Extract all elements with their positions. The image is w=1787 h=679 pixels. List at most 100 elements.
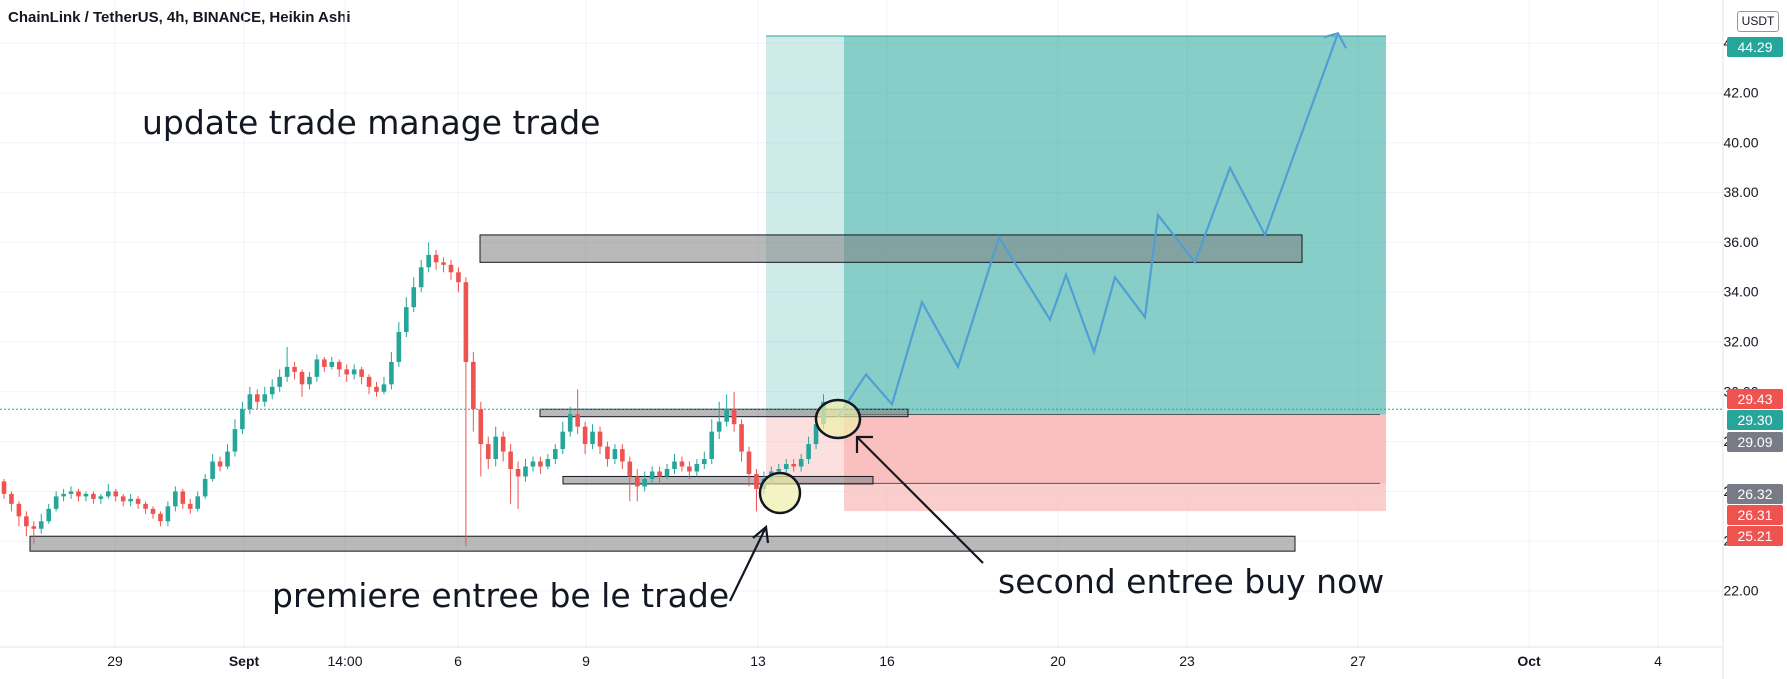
candle-body: [471, 361, 476, 410]
candle-body: [627, 461, 633, 477]
time-axis: 29 Sept 14:00 6 9 13 16 20 23 27 Oct 4: [107, 653, 1662, 669]
candle-body: [53, 496, 59, 509]
candle-body: [232, 429, 238, 452]
price-tag: [1727, 505, 1783, 525]
candle-body: [135, 498, 141, 504]
x-tick-label: 27: [1350, 653, 1366, 669]
candle-body: [813, 424, 819, 445]
candle-body: [776, 468, 782, 472]
candle-body: [225, 451, 230, 467]
candle-body: [292, 366, 297, 372]
candle-body: [746, 451, 752, 474]
x-tick-label: 29: [107, 653, 123, 669]
candle-body: [448, 264, 454, 273]
price-tag-label: 25.21: [1737, 528, 1772, 544]
title-note: update trade manage trade: [142, 103, 600, 142]
candle-body: [553, 449, 558, 460]
second-entry-arrow: [855, 435, 984, 564]
x-tick-label: 20: [1050, 653, 1066, 669]
second-entry-circle: [814, 398, 862, 440]
candle-body: [702, 459, 707, 465]
candle-body: [605, 446, 610, 460]
candle-body: [560, 431, 566, 450]
currency-badge[interactable]: USDT: [1737, 11, 1779, 32]
first-entry-arrow: [729, 524, 770, 602]
candle-body: [98, 496, 104, 499]
price-tag: [1727, 432, 1783, 452]
price-tag-label: 44.29: [1737, 39, 1772, 55]
candle-body: [724, 409, 729, 422]
candle-body: [538, 461, 543, 467]
y-tick-label: 38.00: [1723, 184, 1758, 200]
candle-body: [634, 476, 640, 487]
price-tags: 44.29 29.43 29.30 29.09 26.32 26.31 25.21: [1727, 37, 1783, 546]
grid: [0, 0, 1723, 647]
candle-body: [366, 376, 372, 387]
y-tick-label: 32.00: [1723, 334, 1758, 350]
second-entry-note: second entree buy now: [998, 562, 1384, 601]
candle-body: [798, 459, 804, 467]
first-entry-note: premiere entree be le trade: [272, 576, 729, 615]
candle-body: [739, 424, 744, 452]
candle-body: [716, 421, 722, 432]
candle-body: [731, 409, 737, 425]
annotation-arrows: [729, 435, 984, 602]
first-entry-circle: [758, 471, 802, 515]
x-tick-label: 23: [1179, 653, 1195, 669]
y-tick-label: 40.00: [1723, 134, 1758, 150]
candle-body: [485, 444, 491, 460]
price-tag-label: 29.09: [1737, 434, 1772, 450]
candle-body: [791, 464, 796, 467]
candle-body: [620, 449, 625, 462]
candle-body: [545, 459, 551, 467]
candle-body: [530, 461, 536, 467]
candle-body: [679, 461, 685, 467]
price-tag-label: 26.32: [1737, 486, 1772, 502]
price-tag: [1727, 410, 1783, 430]
candle-body: [262, 394, 268, 402]
x-tick-label: 14:00: [327, 653, 362, 669]
support-resistance-zones: [29, 234, 1303, 552]
candle-body: [113, 491, 119, 497]
candle-body: [783, 464, 789, 469]
y-tick-label: 46.00: [1723, 0, 1758, 1]
candle-body: [754, 473, 759, 489]
candle-body: [567, 414, 573, 432]
candle-body: [500, 436, 506, 452]
candle-body: [195, 496, 200, 509]
x-tick-label: 4: [1654, 653, 1662, 669]
candle-body: [806, 444, 811, 460]
candle-body: [46, 508, 51, 522]
candle-body: [515, 468, 521, 477]
x-tick-label: 9: [582, 653, 590, 669]
candle-body: [396, 332, 402, 362]
candle-body: [493, 436, 498, 460]
candle-body: [381, 384, 387, 392]
candle-body: [284, 366, 290, 377]
candle-body: [106, 491, 111, 497]
candle-body: [83, 493, 89, 497]
candle-body: [657, 471, 662, 477]
stop-zone: [844, 414, 1386, 512]
sr-zone: [29, 535, 1296, 552]
candle-body: [433, 254, 439, 263]
candle-body: [187, 503, 193, 509]
candle-body: [61, 493, 66, 497]
x-tick-label: Oct: [1517, 653, 1541, 669]
candle-body: [269, 386, 275, 395]
candle-body: [128, 498, 133, 502]
price-tag: [1727, 389, 1783, 409]
price-tag-label: 29.30: [1737, 412, 1772, 428]
x-tick-label: 16: [879, 653, 895, 669]
candle-body: [240, 409, 245, 430]
y-tick-label: 22.00: [1723, 583, 1758, 599]
x-tick-label: Sept: [229, 653, 260, 669]
projection-path: [837, 32, 1340, 418]
candle-body: [255, 394, 260, 402]
candle-body: [16, 503, 22, 517]
candle-body: [590, 431, 595, 445]
candle-body: [508, 451, 513, 469]
candle-body: [582, 426, 588, 445]
candle-body: [672, 461, 677, 469]
